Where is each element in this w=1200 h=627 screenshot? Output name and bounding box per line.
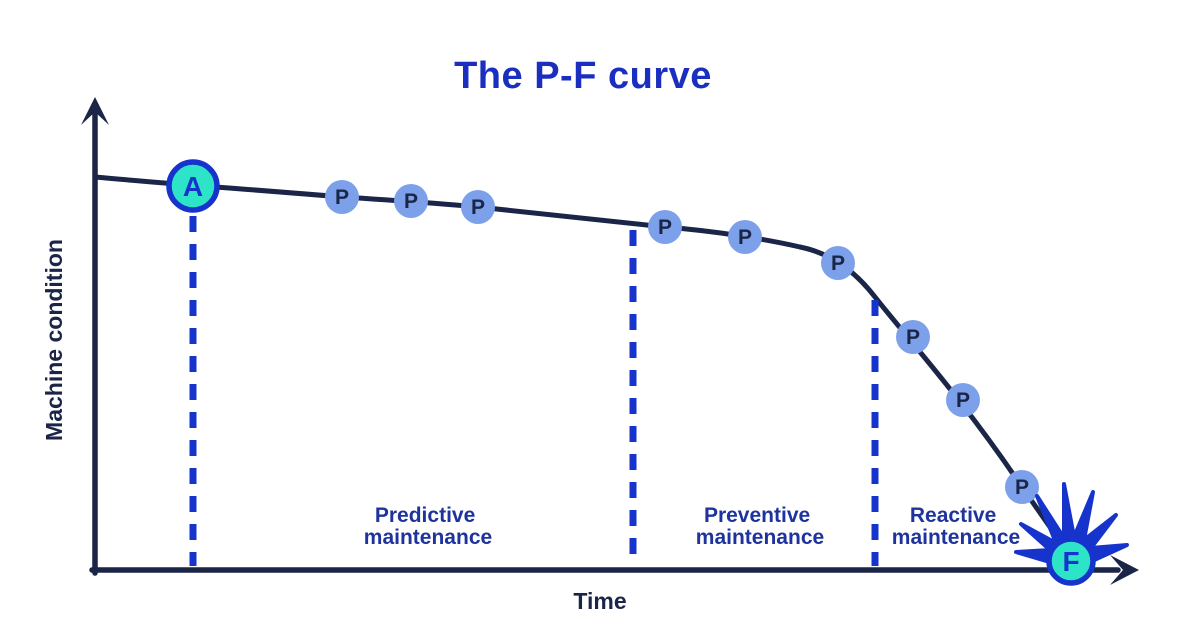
point-a-marker: A (166, 159, 220, 213)
region-label-preventive: Preventive maintenance (696, 504, 824, 549)
p-point-label: P (831, 252, 845, 275)
p-point-marker: P (1005, 470, 1039, 504)
region-label-predictive-line2: maintenance (364, 526, 492, 549)
x-axis-label: Time (573, 588, 626, 614)
p-point-circle (648, 210, 682, 244)
p-point-marker: P (325, 180, 359, 214)
p-point-marker: P (821, 246, 855, 280)
x-axis-arrow-icon (1110, 555, 1139, 585)
p-point-markers-group: P P P P P P P P P (325, 180, 1039, 504)
p-point-marker: P (896, 320, 930, 354)
p-point-label: P (335, 186, 349, 209)
p-point-marker: P (461, 190, 495, 224)
p-point-circle (394, 184, 428, 218)
point-f-label: F (1062, 546, 1079, 577)
p-point-circle (461, 190, 495, 224)
region-label-predictive-line1: Predictive (375, 504, 475, 527)
p-point-circle (821, 246, 855, 280)
p-point-circle (728, 220, 762, 254)
p-point-marker: P (648, 210, 682, 244)
point-a-label: A (183, 171, 203, 202)
p-point-circle (946, 383, 980, 417)
p-point-label: P (404, 190, 418, 213)
p-point-label: P (738, 226, 752, 249)
point-a-circle (166, 159, 220, 213)
p-point-marker: P (728, 220, 762, 254)
chart-title: The P-F curve (454, 55, 712, 97)
region-label-reactive-line1: Reactive (910, 504, 996, 527)
region-label-preventive-line2: maintenance (696, 526, 824, 549)
point-f-marker: F (1046, 536, 1096, 586)
p-point-label: P (658, 216, 672, 239)
p-point-circle (896, 320, 930, 354)
y-axis-label: Machine condition (41, 239, 67, 441)
p-point-marker: P (946, 383, 980, 417)
region-label-preventive-line1: Preventive (704, 504, 810, 527)
p-point-label: P (956, 389, 970, 412)
point-f-circle (1046, 536, 1096, 586)
p-point-label: P (471, 196, 485, 219)
failure-burst-icon (1014, 482, 1129, 565)
p-point-label: P (1015, 476, 1029, 499)
region-label-reactive-line2: maintenance (892, 526, 1020, 549)
p-point-marker: P (394, 184, 428, 218)
degradation-curve (92, 174, 1069, 553)
region-label-reactive: Reactive maintenance (892, 504, 1020, 549)
y-axis-arrow-icon (81, 97, 109, 125)
p-point-label: P (906, 326, 920, 349)
p-point-circle (1005, 470, 1039, 504)
p-point-circle (325, 180, 359, 214)
region-label-predictive: Predictive maintenance (364, 504, 492, 549)
